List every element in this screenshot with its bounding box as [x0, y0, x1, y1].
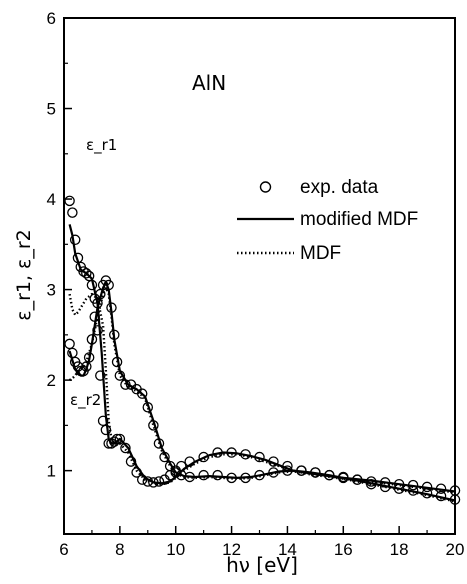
exp-data-point: [83, 270, 95, 282]
y-tick-label: 3: [47, 281, 56, 300]
legend-marker-exp-data: [259, 181, 272, 193]
exp-data-point: [95, 370, 106, 381]
y-tick-label: 4: [47, 190, 56, 209]
x-tick-label: 18: [390, 540, 409, 559]
legend-label: MDF: [300, 243, 341, 264]
exp-data-point: [64, 338, 75, 350]
exp-data-point: [81, 268, 92, 279]
exp-data-point: [67, 207, 78, 218]
y-tick-label: 1: [47, 462, 56, 481]
exp-data-point: [97, 415, 109, 427]
eps-r1-annotation: ε_r1: [86, 136, 117, 155]
exp-data-point: [136, 388, 148, 399]
x-tick-label: 10: [166, 540, 185, 559]
exp-data-point: [69, 234, 81, 246]
eps-r2-annotation: ε_r2: [70, 391, 101, 410]
plot-frame: [63, 17, 456, 535]
y-tick-label: 2: [47, 371, 56, 390]
legend: exp. data modified MDF MDF: [237, 177, 418, 264]
y-tick-label: 6: [47, 9, 56, 28]
x-tick-label: 12: [222, 540, 241, 559]
legend-label: exp. data: [300, 177, 379, 198]
legend-label: modified MDF: [300, 209, 418, 230]
x-tick-label: 16: [334, 540, 353, 559]
exp-data-point: [64, 195, 75, 207]
x-tick-label: 20: [446, 540, 465, 559]
y-axis-label: ε_r1, ε_r2: [13, 229, 35, 320]
x-tick-label: 14: [278, 540, 297, 559]
x-axis-label: hν [eV]: [226, 553, 298, 577]
modified-mdf-line: [68, 281, 456, 502]
x-tick-label: 8: [115, 540, 124, 559]
exp-data-point: [212, 469, 223, 481]
x-tick-label: 6: [59, 540, 68, 559]
mdf-line: [68, 292, 456, 494]
mdf-line: [68, 286, 456, 503]
y-tick-label: 5: [47, 100, 56, 119]
series-layer: [64, 195, 461, 505]
material-annotation: AlN: [192, 71, 226, 95]
